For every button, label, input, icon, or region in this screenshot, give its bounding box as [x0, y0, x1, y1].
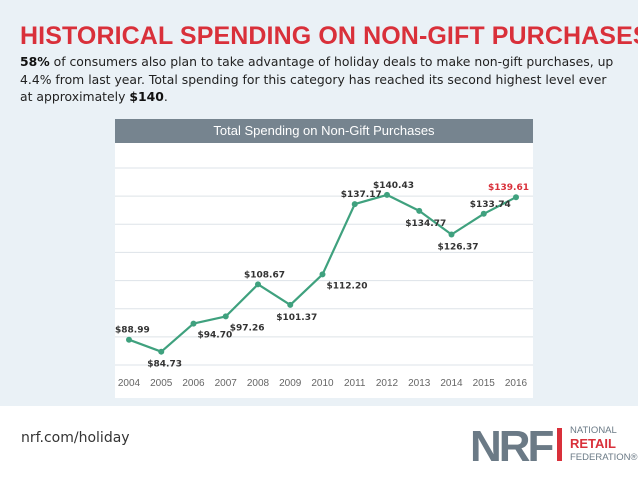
- logo-accent-bar: [557, 428, 562, 461]
- data-label: $112.20: [327, 281, 368, 291]
- data-point: [287, 301, 294, 308]
- line-chart: $88.99 $84.73 $94.70$97.26 $108.67 $101.37 $1…: [115, 167, 533, 389]
- logo-line-federation: FEDERATION®: [570, 452, 638, 463]
- data-label: $101.37: [276, 313, 317, 323]
- nrf-logo-mark: NRF: [469, 422, 564, 466]
- x-tick-label: 2007: [215, 378, 238, 389]
- logo-line-retail: RETAIL: [570, 436, 616, 451]
- logo-line-national: NATIONAL: [570, 425, 617, 436]
- data-label: $133.74: [470, 200, 511, 210]
- data-label: $134.77: [405, 219, 446, 229]
- intro-paragraph: 58% of consumers also plan to take advan…: [20, 53, 620, 106]
- nrf-mark-text: NRF: [470, 422, 554, 466]
- data-point: [480, 210, 487, 217]
- intro-amount: $140: [129, 89, 164, 104]
- x-tick-label: 2014: [440, 378, 463, 389]
- x-tick-label: 2005: [150, 378, 173, 389]
- data-label: $97.26: [230, 323, 265, 333]
- data-label: $88.99: [115, 326, 150, 336]
- x-tick-label: 2006: [182, 378, 205, 389]
- x-tick-label: 2016: [505, 378, 528, 389]
- data-point: [319, 271, 326, 278]
- data-label: $108.67: [244, 270, 285, 280]
- data-label: $94.70: [198, 331, 233, 341]
- data-point: [384, 191, 390, 198]
- data-point: [416, 207, 423, 214]
- x-tick-label: 2009: [279, 378, 302, 389]
- data-point: [222, 313, 229, 320]
- data-label: $84.73: [147, 360, 182, 370]
- data-point: [513, 194, 519, 201]
- logo-wordmark: NATIONAL RETAIL FEDERATION®: [570, 424, 638, 464]
- data-point: [255, 281, 261, 288]
- footer-url[interactable]: nrf.com/holiday: [21, 430, 130, 446]
- x-tick-label: 2013: [408, 378, 431, 389]
- data-label: $139.61: [488, 183, 529, 193]
- x-tick-label: 2010: [311, 378, 334, 389]
- page-title: HISTORICAL SPENDING ON NON-GIFT PURCHASE…: [20, 22, 638, 50]
- intro-end: .: [163, 89, 168, 104]
- data-label: $126.37: [438, 243, 479, 253]
- x-tick-label: 2012: [376, 378, 399, 389]
- x-tick-label: 2004: [118, 378, 141, 389]
- data-point: [158, 348, 165, 355]
- nrf-logo: NRF NATIONAL RETAIL FEDERATION®: [469, 422, 638, 466]
- chart-title: Total Spending on Non-Gift Purchases: [115, 119, 533, 143]
- data-point: [126, 336, 132, 343]
- chart-card: Total Spending on Non-Gift Purchases $88…: [115, 119, 533, 398]
- data-point: [351, 201, 358, 208]
- x-tick-label: 2011: [344, 378, 366, 389]
- x-tick-label: 2015: [473, 378, 496, 389]
- intro-text: of consumers also plan to take advantage…: [20, 54, 614, 104]
- intro-percent: 58%: [20, 54, 50, 69]
- data-label: $137.17: [341, 190, 382, 200]
- x-tick-label: 2008: [247, 378, 270, 389]
- data-point: [448, 231, 455, 238]
- data-point: [190, 320, 197, 327]
- data-label: $140.43: [373, 181, 414, 191]
